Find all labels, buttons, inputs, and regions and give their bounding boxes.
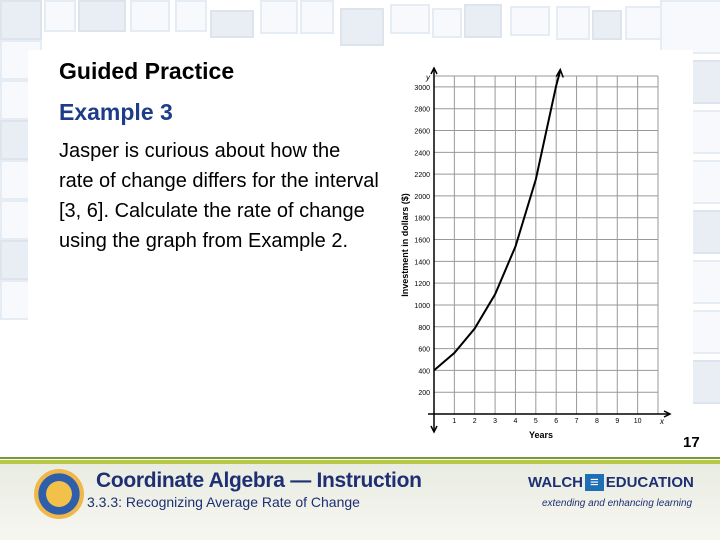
problem-text: Jasper is curious about how the rate of … [59, 140, 379, 252]
x-tick-label: 5 [534, 418, 538, 425]
y-tick-label: 2800 [414, 107, 430, 114]
x-tick-label: 6 [554, 418, 558, 425]
y-axis-arrow-up [430, 66, 438, 75]
x-tick-label: 4 [514, 418, 518, 425]
publisher-mark: ≡ [585, 474, 604, 491]
background-tile [510, 6, 550, 36]
common-core-seal-logo [34, 469, 84, 519]
y-tick-label: 1600 [414, 238, 430, 245]
footer-divider [0, 457, 720, 459]
x-tick-label: 1 [452, 418, 456, 425]
background-tile [556, 6, 590, 40]
background-tile [0, 0, 42, 40]
x-tick-label: 7 [575, 418, 579, 425]
exponential-curve [433, 70, 562, 372]
background-tile [660, 0, 720, 54]
course-title: Coordinate Algebra — Instruction [96, 469, 422, 492]
background-tile [44, 0, 76, 32]
slide-title: Guided Practice [59, 58, 235, 84]
x-tick-label: 10 [634, 418, 642, 425]
y-tick-label: 800 [418, 325, 430, 332]
y-tick-label: 600 [418, 347, 430, 354]
y-tick-label: 1400 [414, 259, 430, 266]
x-axis-arrow [663, 410, 672, 418]
y-axis-variable: y [425, 73, 431, 82]
background-tile [592, 10, 622, 40]
y-axis-title: Investment in dollars ($) [400, 193, 410, 297]
footer-accent-bar [0, 460, 720, 464]
x-tick-label: 3 [493, 418, 497, 425]
x-tick-label: 8 [595, 418, 599, 425]
y-tick-label: 2200 [414, 172, 430, 179]
background-tile [175, 0, 207, 32]
publisher-tagline: extending and enhancing learning [542, 498, 693, 509]
x-tick-label: 2 [473, 418, 477, 425]
example-heading: Example 3 [59, 99, 173, 125]
investment-graph: 200 400 600 800 1000 1200 1400 1600 1800 2000 2200… [400, 66, 672, 440]
y-tick-label: 3000 [414, 85, 430, 92]
background-tile [464, 4, 502, 38]
background-tile [625, 6, 665, 40]
x-axis-variable: x [659, 417, 665, 426]
y-tick-label: 2000 [414, 194, 430, 201]
background-tile [130, 0, 170, 32]
background-tile [78, 0, 126, 32]
publisher-logo: WALCH ≡ EDUCATION [528, 474, 694, 491]
curve-arrow [555, 67, 564, 78]
graph-panel: 200 400 600 800 1000 1200 1400 1600 1800 2000 2200… [396, 62, 688, 442]
background-tile [210, 10, 254, 38]
page-number: 17 [683, 434, 700, 451]
y-tick-label: 2600 [414, 129, 430, 136]
y-tick-label: 1200 [414, 281, 430, 288]
x-tick-label: 9 [615, 418, 619, 425]
background-tile [432, 8, 462, 38]
x-axis-title: Years [529, 430, 553, 440]
y-tick-label: 200 [418, 390, 430, 397]
y-tick-label: 400 [418, 368, 430, 375]
y-tick-label: 1800 [414, 216, 430, 223]
background-tile [300, 0, 334, 34]
publisher-name-a: WALCH [528, 474, 583, 491]
publisher-name-b: EDUCATION [605, 474, 694, 491]
background-tile [340, 8, 384, 46]
y-tick-label: 2400 [414, 150, 430, 157]
y-axis-arrow-down [430, 425, 438, 434]
background-tile [260, 0, 298, 34]
lesson-title: 3.3.3: Recognizing Average Rate of Chang… [87, 494, 360, 510]
background-tile [390, 4, 430, 34]
y-tick-label: 1000 [414, 303, 430, 310]
